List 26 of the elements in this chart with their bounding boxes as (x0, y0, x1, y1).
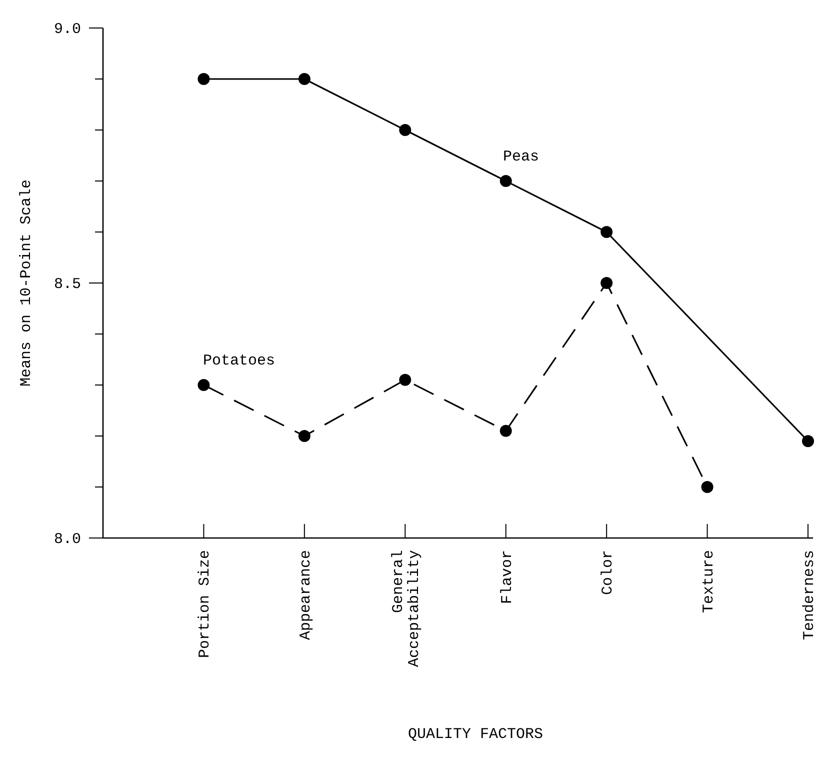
point (600, 277, 613, 289)
point (198, 73, 210, 85)
x-tick-label: Flavor (498, 550, 516, 604)
x-tick-label: Appearance (297, 550, 314, 640)
point (701, 481, 714, 493)
point (500, 175, 512, 187)
point (802, 435, 814, 448)
series-label: Peas (502, 148, 539, 166)
y-axis-title: Means on 10-Point Scale (18, 179, 35, 387)
x-tick-label: Portion Size (196, 550, 214, 658)
x-tick-label: Texture (700, 550, 718, 614)
x-tick-label: General Acceptability (390, 550, 424, 668)
y-tick-label: 8.0 (54, 531, 81, 548)
x-tick-label: Tenderness (801, 550, 818, 640)
point (600, 226, 613, 238)
point (298, 73, 310, 85)
point (198, 379, 210, 391)
point (500, 424, 512, 437)
point (399, 374, 412, 386)
series-label: Potatoes (202, 352, 275, 370)
point (399, 124, 412, 136)
x-tick-label: Color (600, 550, 617, 596)
point (298, 430, 310, 442)
x-axis-title: QUALITY FACTORS (408, 726, 544, 743)
y-tick-label: 9.0 (54, 21, 81, 38)
y-tick-label: 8.5 (54, 276, 81, 293)
